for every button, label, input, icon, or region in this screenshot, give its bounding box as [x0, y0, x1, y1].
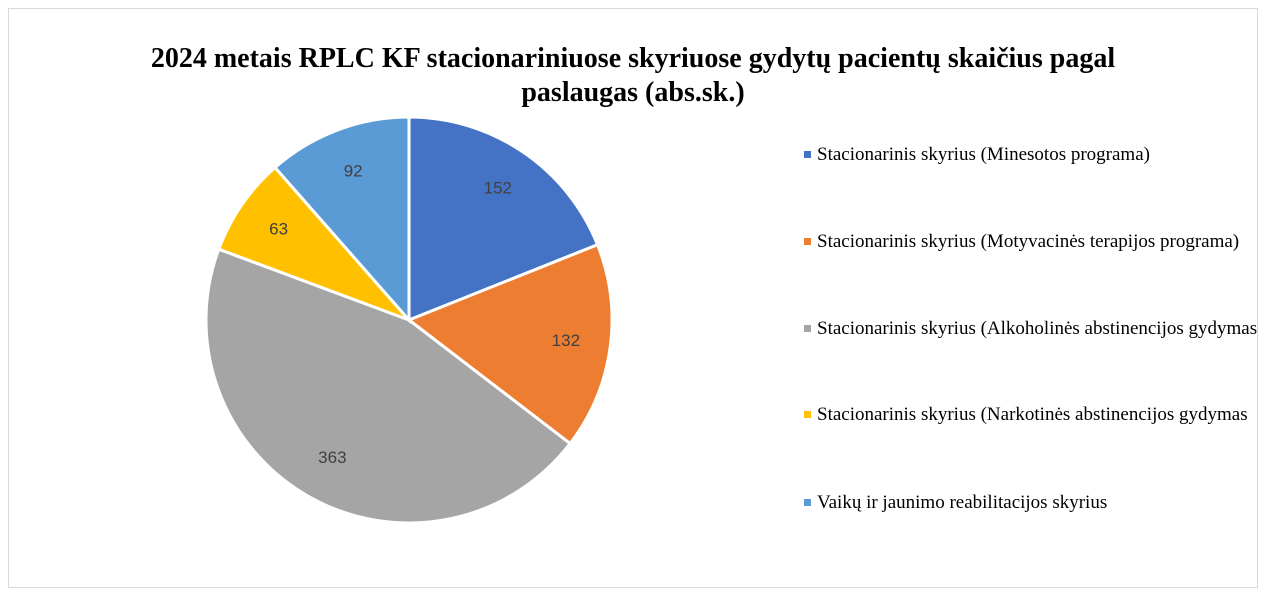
data-label: 132 [552, 331, 580, 350]
data-label: 363 [318, 448, 346, 467]
pie-slice [407, 115, 600, 323]
legend-label: Stacionarinis skyrius (Motyvacinės terap… [817, 231, 1240, 252]
pie-slice [204, 247, 573, 525]
data-label: 63 [269, 220, 288, 239]
chart-title: 2024 metais RPLC KF stacionariniuose sky… [150, 43, 1116, 108]
data-label: 92 [344, 161, 363, 180]
legend-item: Stacionarinis skyrius (Minesotos program… [800, 142, 1260, 168]
data-label: 152 [484, 178, 512, 197]
pie-slice [216, 165, 411, 322]
legend-label: Stacionarinis skyrius (Minesotos program… [817, 144, 1150, 165]
legend-swatch [804, 238, 811, 245]
legend-swatch [804, 325, 811, 332]
chart-frame [8, 8, 1258, 588]
legend-swatch [804, 499, 811, 506]
legend-label: Stacionarinis skyrius (Alkoholinės absti… [817, 318, 1258, 339]
legend-item: Vaikų ir jaunimo reabilitacijos skyrius [800, 490, 1260, 516]
pie-slice [405, 242, 614, 446]
legend-label: Stacionarinis skyrius (Narkotinės abstin… [817, 404, 1248, 425]
pie-slice [272, 115, 411, 324]
legend-item: Stacionarinis skyrius (Motyvacinės terap… [800, 229, 1260, 255]
legend-item: Stacionarinis skyrius (Narkotinės abstin… [800, 402, 1260, 428]
legend-swatch [804, 151, 811, 158]
legend-swatch [804, 411, 811, 418]
legend-label: Vaikų ir jaunimo reabilitacijos skyrius [817, 492, 1108, 513]
legend-item: Stacionarinis skyrius (Alkoholinės absti… [800, 316, 1260, 342]
